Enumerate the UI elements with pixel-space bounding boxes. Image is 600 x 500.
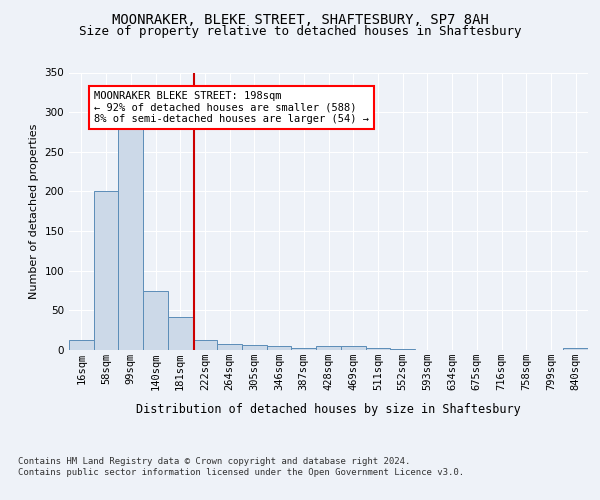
Bar — [242, 345, 267, 350]
Bar — [365, 348, 390, 350]
Bar — [168, 316, 193, 350]
Bar — [341, 346, 365, 350]
Y-axis label: Number of detached properties: Number of detached properties — [29, 124, 39, 299]
Text: Distribution of detached houses by size in Shaftesbury: Distribution of detached houses by size … — [136, 402, 521, 415]
Bar — [563, 348, 588, 350]
Text: MOONRAKER, BLEKE STREET, SHAFTESBURY, SP7 8AH: MOONRAKER, BLEKE STREET, SHAFTESBURY, SP… — [112, 12, 488, 26]
Bar — [193, 340, 217, 350]
Bar — [94, 192, 118, 350]
Bar — [316, 346, 341, 350]
Bar — [118, 128, 143, 350]
Text: Size of property relative to detached houses in Shaftesbury: Size of property relative to detached ho… — [79, 25, 521, 38]
Bar — [69, 340, 94, 350]
Bar — [292, 348, 316, 350]
Bar — [390, 349, 415, 350]
Text: Contains HM Land Registry data © Crown copyright and database right 2024.
Contai: Contains HM Land Registry data © Crown c… — [18, 458, 464, 477]
Text: MOONRAKER BLEKE STREET: 198sqm
← 92% of detached houses are smaller (588)
8% of : MOONRAKER BLEKE STREET: 198sqm ← 92% of … — [94, 90, 369, 124]
Bar — [217, 344, 242, 350]
Bar — [267, 346, 292, 350]
Bar — [143, 290, 168, 350]
